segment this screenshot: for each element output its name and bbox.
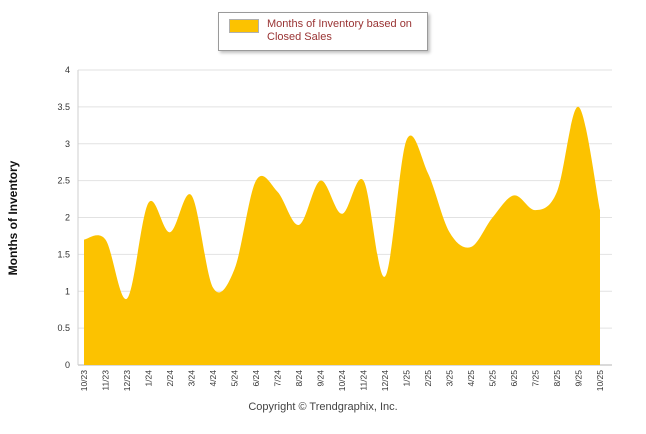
legend-label: Months of Inventory based on Closed Sale… — [267, 18, 412, 43]
y-axis-tick-labels: 0 0.5 1 1.5 2 2.5 3 3.5 4 — [57, 65, 70, 370]
x-tick-label: 11/23 — [101, 370, 111, 391]
x-tick-label: 10/24 — [337, 370, 347, 392]
legend-swatch — [229, 19, 259, 33]
x-tick-label: 8/25 — [552, 370, 562, 387]
x-tick-label: 1/25 — [402, 370, 412, 387]
x-tick-label: 8/24 — [294, 370, 304, 387]
x-tick-label: 12/23 — [122, 370, 132, 392]
y-tick-label: 4 — [65, 65, 70, 75]
x-tick-label: 4/25 — [466, 370, 476, 387]
y-tick-label: 0 — [65, 360, 70, 370]
x-tick-label: 2/25 — [423, 370, 433, 387]
x-axis-tick-labels: 10/23 11/23 12/23 1/24 2/24 3/24 4/24 5/24 6/24 7… — [79, 370, 605, 392]
area-series — [84, 106, 600, 365]
y-tick-label: 1 — [65, 286, 70, 296]
x-tick-label: 6/25 — [509, 370, 519, 387]
x-tick-label: 4/24 — [208, 370, 218, 387]
y-tick-label: 1.5 — [57, 249, 70, 259]
x-tick-label: 5/24 — [230, 370, 240, 387]
x-tick-label: 7/25 — [531, 370, 541, 387]
y-tick-label: 2 — [65, 213, 70, 223]
y-tick-label: 3.5 — [57, 102, 70, 112]
x-tick-label: 2/24 — [165, 370, 175, 387]
x-tick-label: 6/24 — [251, 370, 261, 387]
y-axis-title: Months of Inventory — [6, 160, 20, 275]
legend: Months of Inventory based on Closed Sale… — [218, 12, 428, 51]
x-tick-label: 9/24 — [316, 370, 326, 387]
copyright-text: Copyright © Trendgraphix, Inc. — [248, 401, 398, 413]
x-tick-label: 10/23 — [79, 370, 89, 392]
y-tick-label: 2.5 — [57, 176, 70, 186]
x-tick-label: 3/24 — [187, 370, 197, 387]
x-tick-label: 7/24 — [273, 370, 283, 387]
x-tick-label: 11/24 — [359, 370, 369, 391]
x-tick-label: 3/25 — [445, 370, 455, 387]
x-tick-label: 10/25 — [595, 370, 605, 392]
y-tick-label: 3 — [65, 139, 70, 149]
y-tick-label: 0.5 — [57, 323, 70, 333]
x-tick-label: 9/25 — [574, 370, 584, 387]
x-tick-label: 1/24 — [144, 370, 154, 387]
x-tick-label: 12/24 — [380, 370, 390, 392]
x-tick-label: 5/25 — [488, 370, 498, 387]
